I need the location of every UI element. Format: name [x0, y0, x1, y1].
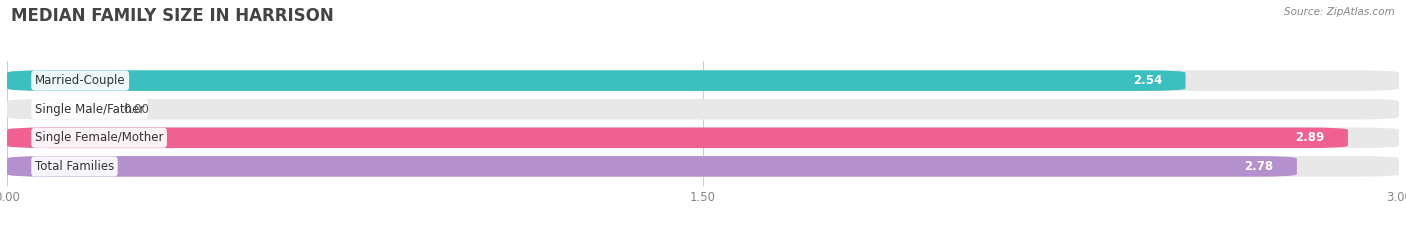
- Text: MEDIAN FAMILY SIZE IN HARRISON: MEDIAN FAMILY SIZE IN HARRISON: [11, 7, 335, 25]
- Text: 0.00: 0.00: [124, 103, 149, 116]
- FancyBboxPatch shape: [7, 99, 1399, 120]
- FancyBboxPatch shape: [7, 156, 1399, 177]
- Text: 2.78: 2.78: [1244, 160, 1274, 173]
- FancyBboxPatch shape: [7, 127, 1348, 148]
- Text: Source: ZipAtlas.com: Source: ZipAtlas.com: [1284, 7, 1395, 17]
- FancyBboxPatch shape: [7, 156, 1296, 177]
- FancyBboxPatch shape: [7, 70, 1185, 91]
- Text: Total Families: Total Families: [35, 160, 114, 173]
- Text: 2.54: 2.54: [1133, 74, 1163, 87]
- FancyBboxPatch shape: [7, 127, 1399, 148]
- Text: Single Female/Mother: Single Female/Mother: [35, 131, 163, 144]
- Text: 2.89: 2.89: [1295, 131, 1324, 144]
- Text: Married-Couple: Married-Couple: [35, 74, 125, 87]
- FancyBboxPatch shape: [7, 70, 1399, 91]
- Text: Single Male/Father: Single Male/Father: [35, 103, 145, 116]
